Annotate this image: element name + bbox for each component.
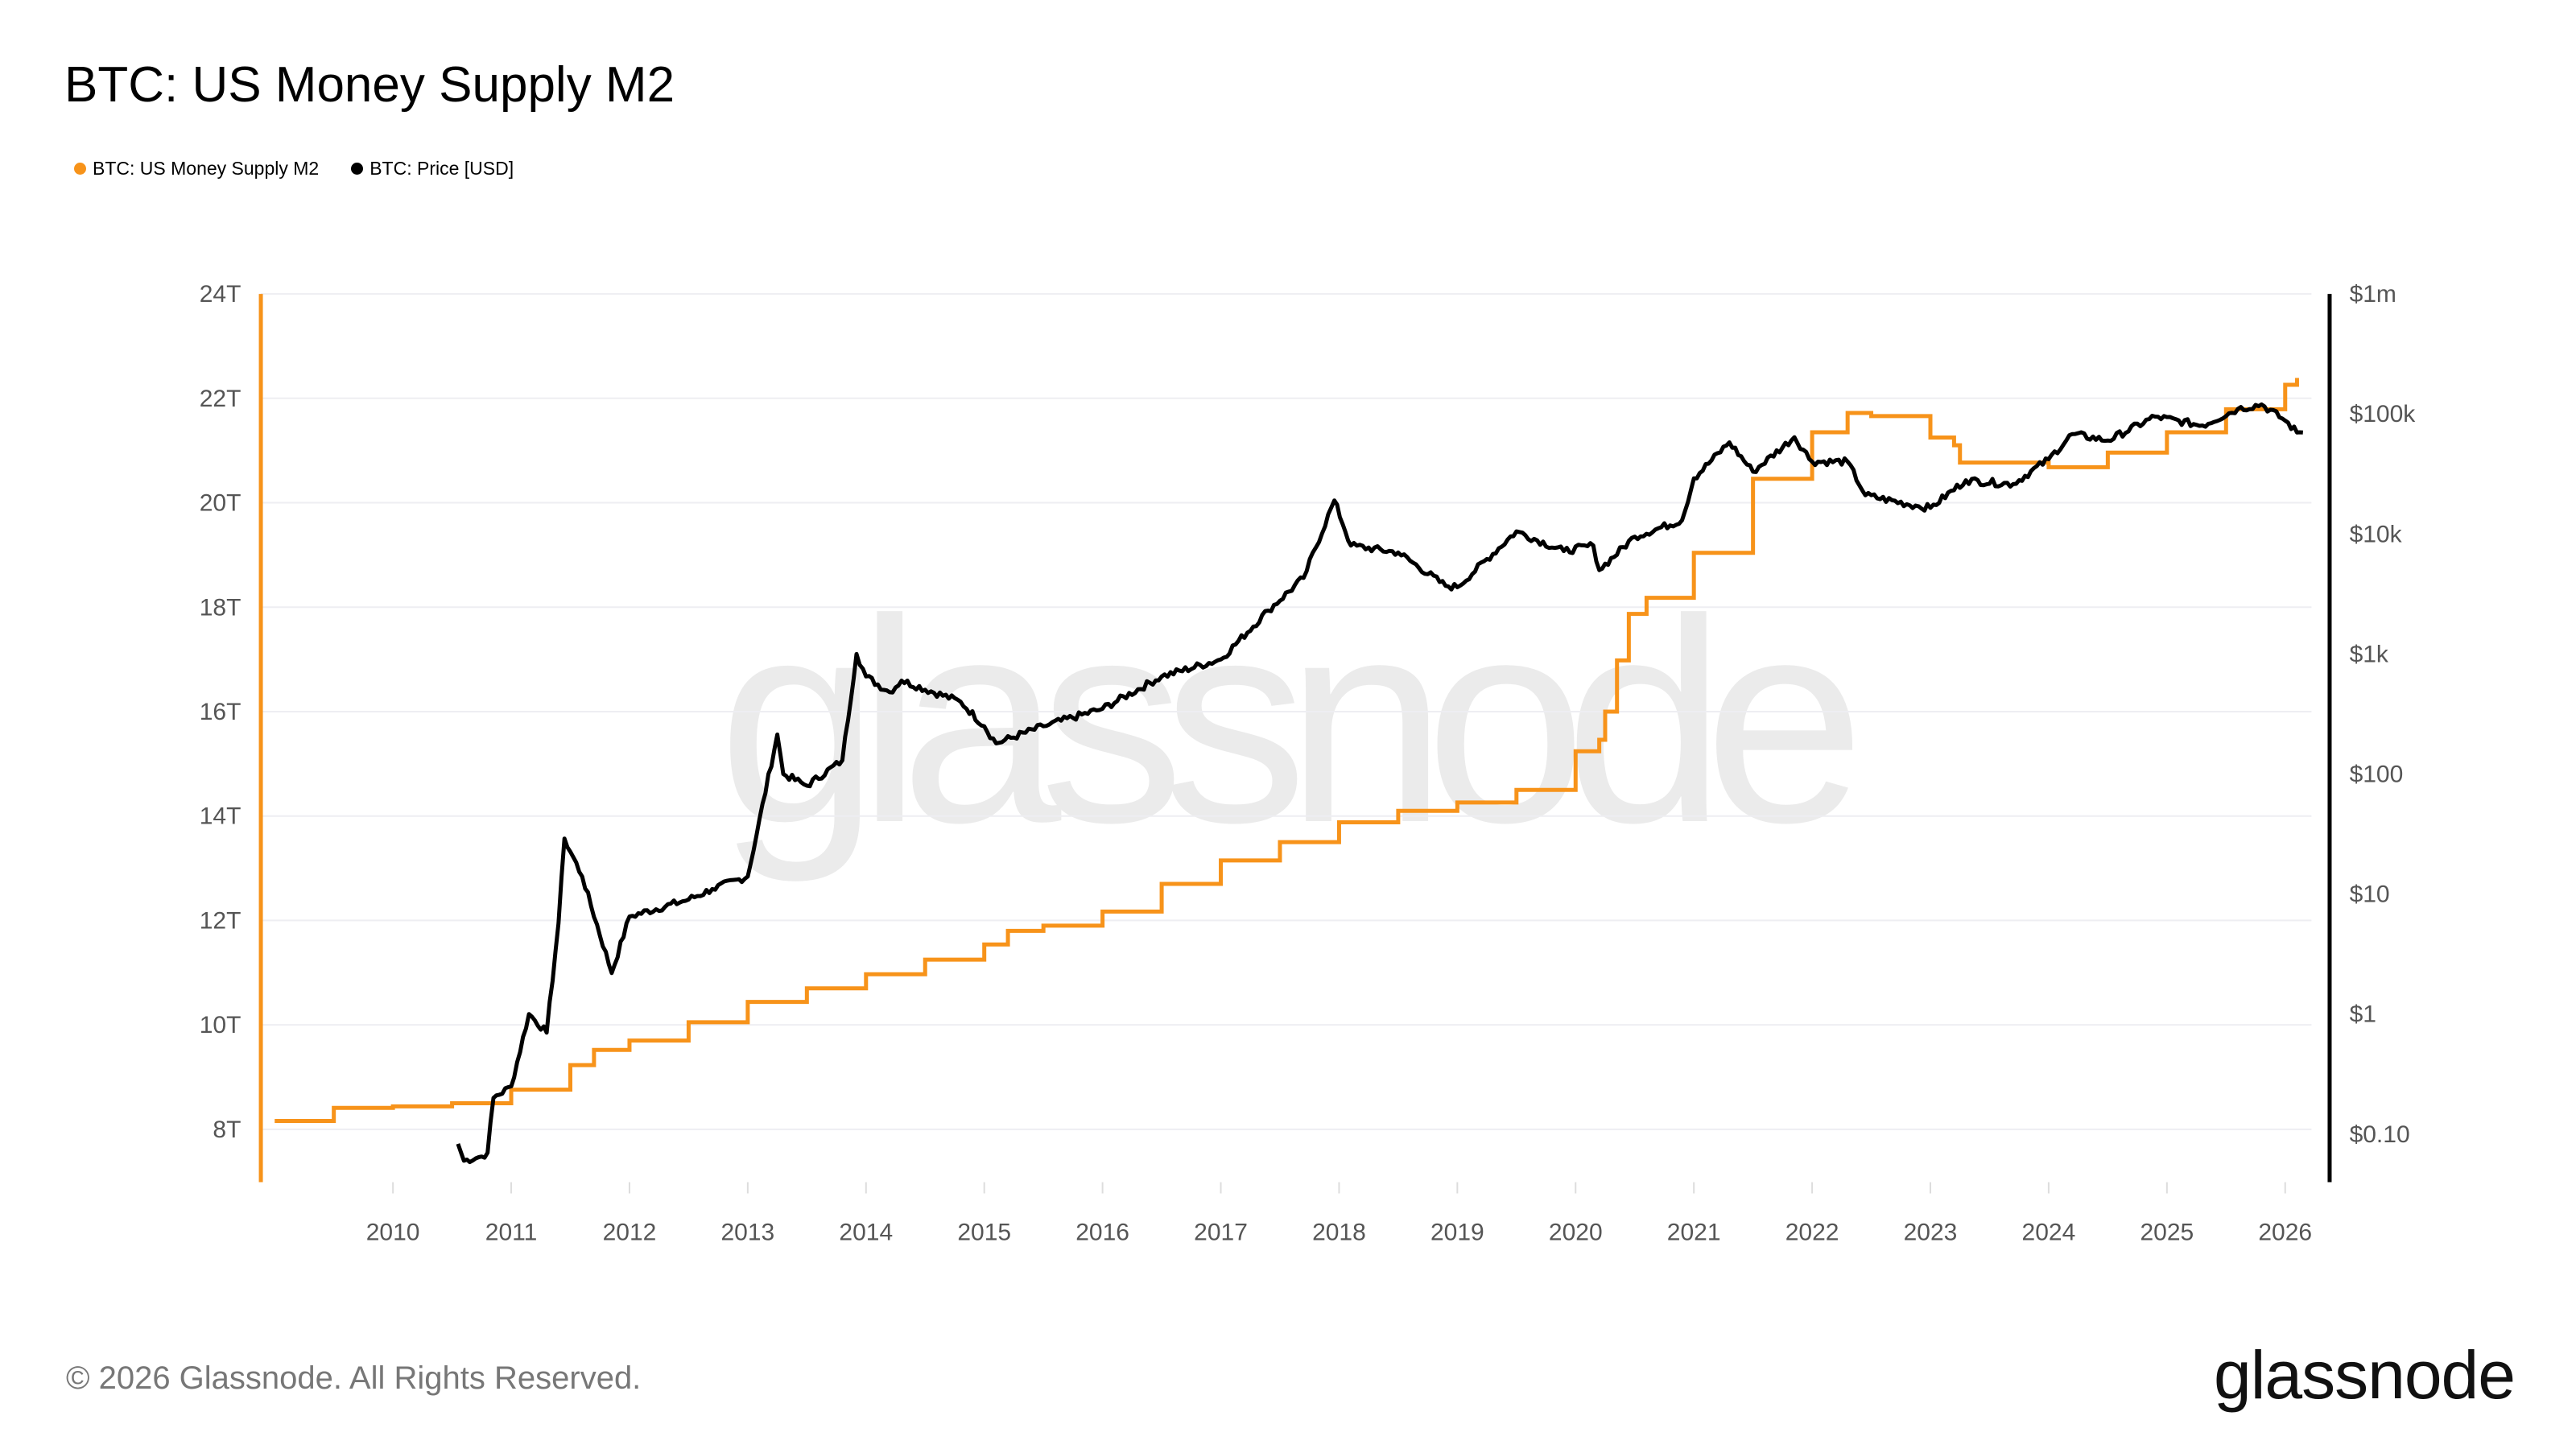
y-right-tick-label: $100k (2350, 401, 2417, 427)
x-tick-label: 2022 (1785, 1219, 1839, 1245)
x-tick-label: 2018 (1312, 1219, 1366, 1245)
watermark: glassnode (718, 559, 1865, 885)
y-left-tick-label: 18T (200, 594, 242, 621)
y-right-tick-label: $10k (2350, 521, 2403, 547)
chart-title: BTC: US Money Supply M2 (64, 57, 675, 113)
y-left-tick-label: 8T (213, 1117, 241, 1143)
y-left-tick-label: 10T (200, 1012, 242, 1038)
y-right-tick-label: $10 (2350, 881, 2390, 908)
y-left-tick-label: 20T (200, 490, 242, 517)
x-tick-label: 2021 (1667, 1219, 1721, 1245)
x-tick-label: 2019 (1430, 1219, 1484, 1245)
legend-label: BTC: US Money Supply M2 (93, 158, 320, 179)
legend-label: BTC: Price [USD] (369, 158, 514, 179)
y-right-tick-label: $1k (2350, 641, 2389, 667)
legend-item-m2[interactable]: BTC: US Money Supply M2 (74, 158, 319, 180)
price-series-line (456, 402, 2304, 1165)
y-right-tick-label: $100 (2350, 762, 2404, 788)
x-tick-label: 2011 (485, 1219, 538, 1245)
y-right-tick-label: $0.10 (2350, 1121, 2410, 1148)
x-tick-label: 2012 (603, 1219, 657, 1245)
x-tick-label: 2023 (1904, 1219, 1958, 1245)
x-tick-label: 2013 (721, 1219, 775, 1245)
y-left-tick-label: 14T (200, 803, 242, 830)
y-left-tick-label: 12T (200, 907, 242, 934)
x-tick-label: 2016 (1075, 1219, 1129, 1245)
x-tick-label: 2014 (839, 1219, 893, 1245)
x-tick-label: 2025 (2140, 1219, 2194, 1245)
m2-series-line (275, 378, 2299, 1124)
x-tick-label: 2020 (1549, 1219, 1603, 1245)
x-tick-label: 2010 (366, 1219, 420, 1245)
legend: BTC: US Money Supply M2 BTC: Price [USD] (74, 158, 514, 180)
orange-dot-icon (74, 163, 86, 175)
legend-item-price[interactable]: BTC: Price [USD] (351, 158, 514, 180)
x-tick-label: 2015 (957, 1219, 1011, 1245)
y-left-tick-label: 22T (200, 386, 242, 412)
x-tick-label: 2024 (2022, 1219, 2076, 1245)
x-tick-label: 2026 (2258, 1219, 2312, 1245)
y-right-tick-label: $1m (2350, 281, 2396, 308)
glassnode-logo: glassnode (2214, 1337, 2516, 1413)
x-tick-label: 2017 (1194, 1219, 1248, 1245)
y-left-tick-label: 16T (200, 699, 242, 725)
copyright: © 2026 Glassnode. All Rights Reserved. (66, 1360, 642, 1396)
y-left-tick-label: 24T (200, 281, 242, 308)
y-right-tick-label: $1 (2350, 1001, 2376, 1028)
black-dot-icon (351, 163, 364, 175)
